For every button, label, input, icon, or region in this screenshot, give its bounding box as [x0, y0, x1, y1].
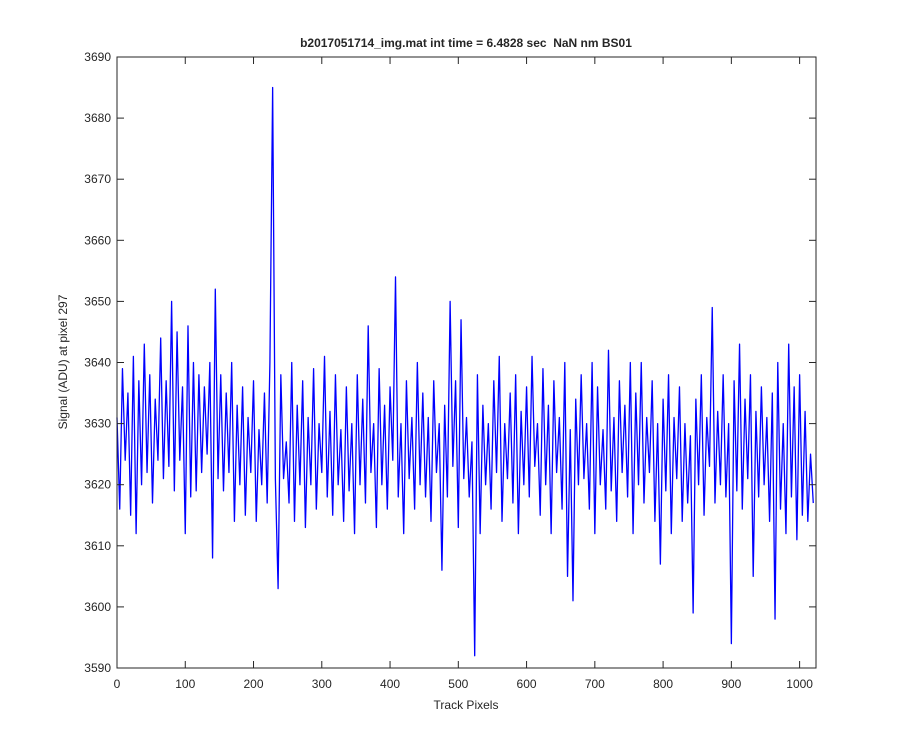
- x-tick-label: 0: [114, 677, 121, 691]
- y-tick-label: 3650: [84, 294, 111, 308]
- x-tick-label: 1000: [786, 677, 813, 691]
- chart-title: b2017051714_img.mat int time = 6.4828 se…: [300, 36, 632, 50]
- x-tick-label: 600: [517, 677, 537, 691]
- y-tick-label: 3600: [84, 600, 111, 614]
- y-tick-label: 3690: [84, 50, 111, 64]
- y-tick-label: 3610: [84, 539, 111, 553]
- y-tick-label: 3620: [84, 478, 111, 492]
- y-tick-label: 3680: [84, 111, 111, 125]
- x-tick-label: 200: [244, 677, 264, 691]
- y-tick-label: 3640: [84, 356, 111, 370]
- x-tick-label: 900: [721, 677, 741, 691]
- x-tick-label: 300: [312, 677, 332, 691]
- x-tick-label: 500: [448, 677, 468, 691]
- x-tick-label: 100: [175, 677, 195, 691]
- y-tick-label: 3590: [84, 661, 111, 675]
- x-axis-label: Track Pixels: [434, 698, 499, 712]
- x-tick-label: 700: [585, 677, 605, 691]
- x-tick-label: 400: [380, 677, 400, 691]
- y-axis-label: Signal (ADU) at pixel 297: [56, 294, 70, 429]
- y-tick-label: 3660: [84, 233, 111, 247]
- y-tick-label: 3670: [84, 172, 111, 186]
- y-tick-label: 3630: [84, 417, 111, 431]
- data-line: [116, 86, 814, 657]
- x-tick-label: 800: [653, 677, 673, 691]
